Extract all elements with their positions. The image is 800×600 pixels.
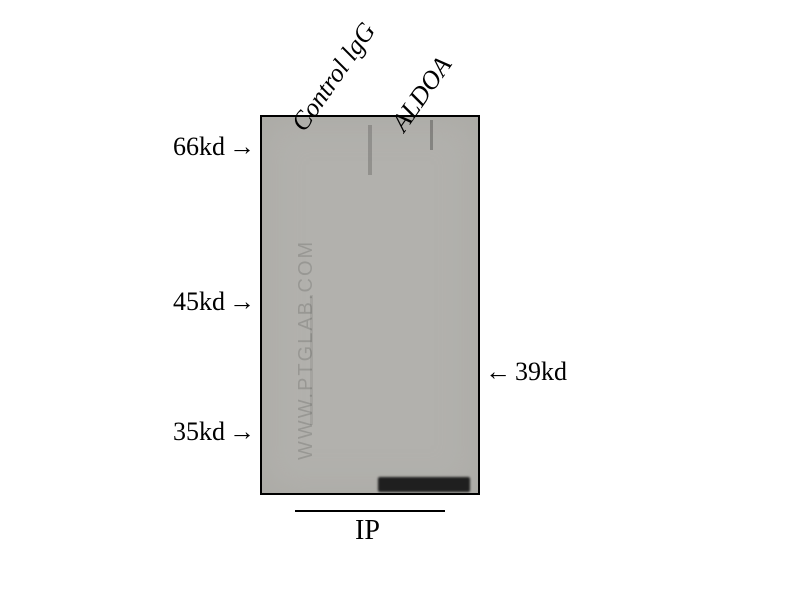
ip-underline — [295, 510, 445, 512]
mw-marker-45kd: 45kd→ — [145, 287, 255, 317]
arrow-right-icon: → — [229, 132, 255, 162]
mw-marker-35kd: 35kd→ — [145, 417, 255, 447]
arrow-right-icon: → — [229, 287, 255, 317]
watermark: WWW.PTGLAB.COM — [295, 240, 318, 460]
arrow-right-icon: → — [229, 417, 255, 447]
observed-band-text: 39kd — [515, 357, 567, 386]
mw-text: 35kd — [173, 417, 225, 446]
artifact — [368, 125, 372, 175]
mw-marker-66kd: 66kd→ — [145, 132, 255, 162]
western-blot — [260, 115, 480, 495]
mw-text: 66kd — [173, 132, 225, 161]
band-aldoa-39kd — [378, 477, 470, 492]
mw-text: 45kd — [173, 287, 225, 316]
ip-label: IP — [355, 515, 380, 547]
observed-band-label: ←39kd — [485, 357, 567, 387]
artifact — [430, 120, 433, 150]
arrow-left-icon: ← — [485, 357, 511, 387]
